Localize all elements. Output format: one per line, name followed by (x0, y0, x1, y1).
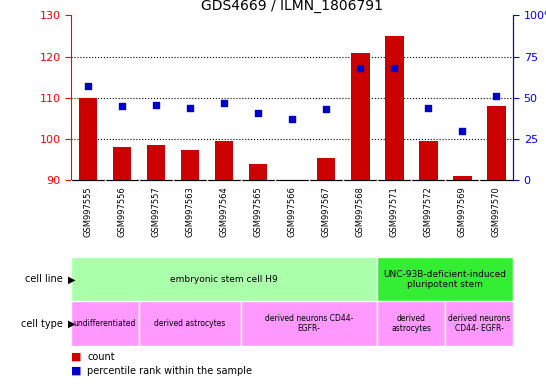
Point (84, 83, 92, 89)
Text: embryonic stem cell H9: embryonic stem cell H9 (170, 275, 278, 284)
Text: ■: ■ (71, 366, 85, 376)
Text: GSM997566: GSM997566 (288, 187, 296, 237)
Point (356, 65, 365, 71)
Point (186, 105, 194, 111)
Title: GDS4669 / ILMN_1806791: GDS4669 / ILMN_1806791 (201, 0, 383, 13)
Bar (419, 141, 437, 180)
Text: ▶: ▶ (68, 274, 76, 285)
Text: GSM997572: GSM997572 (424, 187, 432, 237)
Text: GSM997564: GSM997564 (219, 187, 229, 237)
Point (390, 65, 399, 71)
Text: GSM997571: GSM997571 (390, 187, 399, 237)
Bar (181, 149, 199, 180)
Point (322, 106, 330, 113)
Text: ■: ■ (71, 352, 85, 362)
Text: GSM997563: GSM997563 (186, 187, 194, 237)
Point (152, 101, 161, 108)
Point (254, 110, 263, 116)
Bar (71, 301, 139, 346)
Text: UNC-93B-deficient-induced
pluripotent stem: UNC-93B-deficient-induced pluripotent st… (384, 270, 507, 289)
Bar (139, 301, 241, 346)
Text: undifferentiated: undifferentiated (74, 319, 136, 328)
Text: ▶: ▶ (68, 318, 76, 329)
Text: GSM997565: GSM997565 (253, 187, 263, 237)
Bar (249, 164, 268, 180)
Text: GSM997570: GSM997570 (492, 187, 501, 237)
Text: GSM997569: GSM997569 (458, 187, 467, 237)
Text: GSM997557: GSM997557 (152, 187, 161, 237)
Text: percentile rank within the sample: percentile rank within the sample (87, 366, 252, 376)
Bar (241, 301, 377, 346)
Bar (487, 106, 506, 180)
Text: GSM997556: GSM997556 (117, 187, 127, 237)
Bar (215, 141, 234, 180)
Text: derived astrocytes: derived astrocytes (155, 319, 225, 328)
Text: derived neurons
CD44- EGFR-: derived neurons CD44- EGFR- (448, 314, 511, 333)
Text: GSM997568: GSM997568 (355, 187, 365, 237)
Bar (112, 147, 132, 180)
Bar (453, 176, 472, 180)
Text: cell type: cell type (21, 318, 66, 329)
Point (424, 105, 432, 111)
Point (288, 116, 296, 122)
Text: count: count (87, 352, 115, 362)
Bar (71, 257, 377, 301)
Point (492, 93, 501, 99)
Text: derived
astrocytes: derived astrocytes (391, 314, 431, 333)
Point (458, 128, 467, 134)
Bar (385, 36, 403, 180)
Bar (445, 301, 513, 346)
Text: derived neurons CD44-
EGFR-: derived neurons CD44- EGFR- (265, 314, 353, 333)
Text: GSM997567: GSM997567 (322, 187, 331, 237)
Bar (377, 257, 513, 301)
Text: cell line: cell line (25, 274, 66, 285)
Bar (147, 146, 165, 180)
Bar (377, 301, 445, 346)
Point (117, 103, 126, 109)
Bar (317, 158, 335, 180)
Point (219, 100, 228, 106)
Bar (79, 98, 97, 180)
Text: GSM997555: GSM997555 (84, 187, 92, 237)
Bar (351, 53, 370, 180)
